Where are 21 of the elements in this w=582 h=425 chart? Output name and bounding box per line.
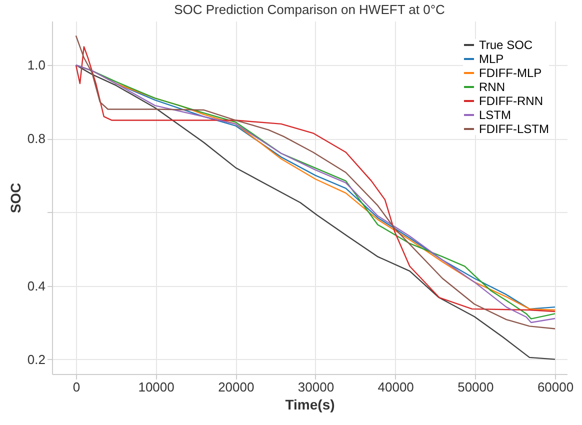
x-tick-label: 60000	[537, 380, 574, 394]
x-tick-label: 20000	[218, 380, 254, 394]
legend-label: FDIFF-MLP	[479, 66, 542, 80]
legend-label: MLP	[479, 52, 504, 66]
chart-title: SOC Prediction Comparison on HWEFT at 0°C	[174, 2, 445, 17]
legend-label: LSTM	[479, 108, 512, 122]
legend-label: FDIFF-RNN	[479, 94, 543, 108]
legend-label: RNN	[479, 80, 505, 94]
legend-label: FDIFF-LSTM	[479, 122, 549, 136]
y-axis-title: SOC	[7, 182, 24, 214]
x-tick-label: 50000	[458, 380, 494, 394]
y-tick-label: 0.4	[27, 278, 46, 294]
y-tick-label: 1.0	[27, 58, 46, 73]
y-tick-label: 0.2	[27, 352, 46, 367]
x-axis-title: Time(s)	[285, 396, 335, 412]
x-tick-label: 40000	[378, 380, 414, 394]
x-tick-label: 10000	[138, 380, 174, 394]
x-tick-label: 0	[72, 380, 80, 394]
y-tick-label: 0.8	[27, 131, 46, 146]
x-tick-label: 30000	[298, 380, 334, 394]
legend-label: True SOC	[479, 38, 533, 52]
